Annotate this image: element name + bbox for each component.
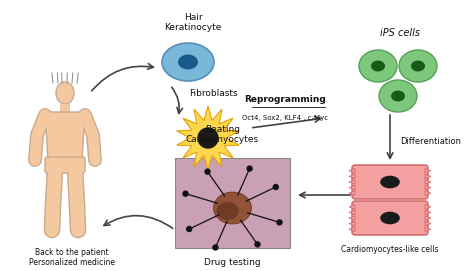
Circle shape — [255, 242, 260, 247]
Circle shape — [205, 169, 210, 174]
Polygon shape — [349, 180, 355, 184]
Ellipse shape — [391, 91, 405, 102]
Polygon shape — [349, 216, 355, 220]
Text: Oct4, Sox2, KLF4 , c-Myc: Oct4, Sox2, KLF4 , c-Myc — [242, 115, 328, 121]
FancyBboxPatch shape — [45, 157, 85, 173]
Polygon shape — [349, 174, 355, 179]
Ellipse shape — [380, 212, 400, 224]
Ellipse shape — [56, 82, 74, 104]
Ellipse shape — [217, 202, 238, 220]
Ellipse shape — [162, 43, 214, 81]
Circle shape — [213, 245, 218, 250]
Circle shape — [187, 227, 191, 231]
Text: Fibroblasts: Fibroblasts — [189, 89, 237, 98]
Text: Differentiation: Differentiation — [400, 137, 461, 147]
Ellipse shape — [359, 50, 397, 82]
FancyBboxPatch shape — [352, 201, 428, 235]
Circle shape — [247, 166, 252, 171]
Polygon shape — [349, 210, 355, 215]
Polygon shape — [425, 210, 431, 215]
Circle shape — [198, 128, 218, 148]
Text: Back to the patient
Personalized medicine: Back to the patient Personalized medicin… — [29, 248, 115, 267]
Text: Reprogramming: Reprogramming — [244, 95, 326, 104]
Polygon shape — [425, 185, 431, 190]
Ellipse shape — [178, 54, 198, 69]
FancyBboxPatch shape — [60, 104, 70, 112]
Polygon shape — [425, 227, 431, 231]
Text: Beating
Cardiomyocytes: Beating Cardiomyocytes — [186, 125, 259, 144]
Polygon shape — [349, 169, 355, 173]
Ellipse shape — [380, 176, 400, 188]
Circle shape — [277, 220, 282, 225]
Polygon shape — [425, 216, 431, 220]
Ellipse shape — [411, 60, 425, 72]
Polygon shape — [349, 221, 355, 226]
Polygon shape — [349, 227, 355, 231]
Circle shape — [273, 185, 278, 189]
Ellipse shape — [371, 60, 385, 72]
Text: Drug testing: Drug testing — [204, 258, 261, 267]
Polygon shape — [425, 205, 431, 209]
Polygon shape — [45, 112, 85, 160]
FancyBboxPatch shape — [175, 158, 290, 248]
Ellipse shape — [213, 192, 252, 224]
Text: iPS cells: iPS cells — [380, 28, 420, 38]
Polygon shape — [425, 169, 431, 173]
Polygon shape — [349, 185, 355, 190]
Polygon shape — [425, 180, 431, 184]
Polygon shape — [349, 205, 355, 209]
Polygon shape — [177, 106, 239, 170]
Text: Hair
Keratinocyte: Hair Keratinocyte — [164, 12, 222, 32]
Ellipse shape — [379, 80, 417, 112]
Ellipse shape — [399, 50, 437, 82]
Polygon shape — [425, 174, 431, 179]
Circle shape — [183, 191, 188, 196]
Text: Cardiomyocytes-like cells: Cardiomyocytes-like cells — [341, 245, 439, 254]
Polygon shape — [425, 221, 431, 226]
Polygon shape — [349, 191, 355, 195]
FancyBboxPatch shape — [352, 165, 428, 199]
Polygon shape — [425, 191, 431, 195]
